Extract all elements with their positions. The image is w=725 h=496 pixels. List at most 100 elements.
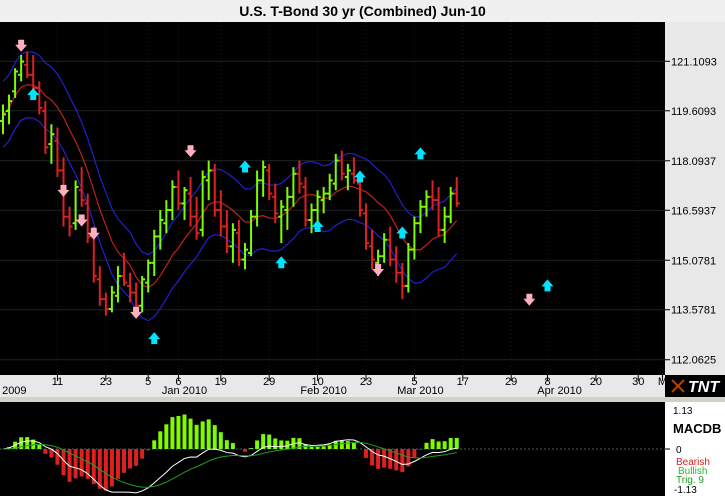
sell-arrow-icon xyxy=(184,145,197,158)
price-bar[interactable] xyxy=(211,163,218,217)
macdb-histogram-bar xyxy=(43,449,48,454)
macdb-histogram-bar xyxy=(279,440,284,449)
price-bar[interactable] xyxy=(229,223,236,263)
macdb-histogram-bar xyxy=(55,449,60,465)
price-bar[interactable] xyxy=(72,180,79,230)
price-bar[interactable] xyxy=(344,163,351,191)
price-bar[interactable] xyxy=(6,94,13,125)
price-bar[interactable] xyxy=(157,210,164,250)
price-bar[interactable] xyxy=(260,160,267,197)
macdb-histogram-bar xyxy=(122,449,126,473)
price-bar[interactable] xyxy=(235,219,242,267)
price-bar[interactable] xyxy=(405,243,412,293)
price-bar[interactable] xyxy=(399,262,406,300)
price-bar[interactable] xyxy=(139,276,146,313)
price-bar[interactable] xyxy=(36,81,43,115)
macdb-legend-bearish: Bearish xyxy=(676,457,710,468)
price-bar[interactable] xyxy=(151,229,158,277)
price-bar[interactable] xyxy=(296,160,303,194)
price-bar[interactable] xyxy=(163,200,170,234)
chart-title: U.S. T-Bond 30 yr (Combined) Jun-10 xyxy=(0,0,725,22)
macdb-indicator[interactable] xyxy=(0,414,665,494)
price-tick-label: 121.1093 xyxy=(671,56,717,68)
macdb-name: MACDB xyxy=(673,421,721,436)
price-bar[interactable] xyxy=(266,163,273,201)
macdb-histogram-bar xyxy=(164,424,169,449)
price-bar[interactable] xyxy=(326,173,333,201)
macdb-histogram-bar xyxy=(364,449,368,458)
price-bar[interactable] xyxy=(447,186,454,224)
macdb-histogram-bar xyxy=(91,449,96,485)
price-bar[interactable] xyxy=(272,183,279,224)
price-bar[interactable] xyxy=(96,266,103,306)
price-bar[interactable] xyxy=(12,68,19,98)
price-bar[interactable] xyxy=(363,203,369,250)
date-tick-label: 29 xyxy=(505,376,517,388)
price-bar[interactable] xyxy=(417,200,424,234)
price-bar[interactable] xyxy=(66,206,73,237)
price-bar[interactable] xyxy=(423,190,430,217)
price-bar[interactable] xyxy=(102,292,109,316)
price-bar[interactable] xyxy=(393,246,400,283)
price-bar[interactable] xyxy=(205,160,212,201)
price-bar[interactable] xyxy=(254,170,261,227)
date-tick-label: Dec 2009 xyxy=(0,385,27,397)
price-bar[interactable] xyxy=(121,252,127,286)
price-bar[interactable] xyxy=(356,177,363,217)
sell-arrow-icon xyxy=(15,39,28,52)
price-bar[interactable] xyxy=(0,104,6,135)
macdb-histogram-bar xyxy=(400,449,405,473)
macdb-histogram-bar xyxy=(152,440,157,449)
macdb-histogram-bar xyxy=(115,449,120,479)
price-bar[interactable] xyxy=(284,186,291,230)
macdb-histogram-bar xyxy=(188,418,193,449)
price-bar[interactable] xyxy=(54,127,61,178)
price-bar[interactable] xyxy=(429,180,436,211)
price-bar[interactable] xyxy=(48,124,55,164)
price-bar[interactable] xyxy=(217,190,224,237)
price-bar[interactable] xyxy=(78,167,85,207)
price-bar[interactable] xyxy=(175,170,182,211)
price-bar[interactable] xyxy=(181,186,188,220)
price-bar[interactable] xyxy=(108,285,115,313)
macdb-histogram-bar xyxy=(200,421,205,449)
price-bar[interactable] xyxy=(145,259,152,293)
price-bar[interactable] xyxy=(369,229,376,270)
price-bar[interactable] xyxy=(127,272,134,303)
macdb-histogram-bar xyxy=(85,449,90,479)
macdb-signal-line xyxy=(2,441,457,488)
price-bar[interactable] xyxy=(350,157,357,184)
price-bar[interactable] xyxy=(332,153,339,191)
price-bar[interactable] xyxy=(435,186,442,237)
price-bar[interactable] xyxy=(114,266,121,303)
macdb-histogram-bar xyxy=(370,449,375,466)
price-bar[interactable] xyxy=(42,101,49,154)
price-bar[interactable] xyxy=(338,150,345,181)
lower-band-line xyxy=(2,117,458,322)
price-bar[interactable] xyxy=(314,190,321,224)
price-bar[interactable] xyxy=(169,180,176,220)
price-bar[interactable] xyxy=(18,54,25,82)
price-bar[interactable] xyxy=(278,200,285,244)
price-bar[interactable] xyxy=(441,206,448,244)
price-panel xyxy=(0,22,665,375)
price-bar[interactable] xyxy=(381,233,388,263)
price-bar[interactable] xyxy=(199,170,206,237)
price-bar[interactable] xyxy=(453,177,460,207)
price-bar[interactable] xyxy=(248,210,255,257)
price-bar[interactable] xyxy=(24,51,31,79)
price-bar[interactable] xyxy=(302,177,309,227)
macdb-histogram-bar xyxy=(176,416,181,449)
price-bar[interactable] xyxy=(411,216,418,260)
price-bar[interactable] xyxy=(308,203,315,234)
price-bar[interactable] xyxy=(320,186,327,214)
price-bar[interactable] xyxy=(242,243,248,270)
price-bar[interactable] xyxy=(187,177,194,227)
price-bar[interactable] xyxy=(193,196,200,240)
price-bar[interactable] xyxy=(387,226,394,267)
price-bar[interactable] xyxy=(223,210,230,253)
price-bar[interactable] xyxy=(290,167,297,207)
price-bar[interactable] xyxy=(84,193,91,244)
